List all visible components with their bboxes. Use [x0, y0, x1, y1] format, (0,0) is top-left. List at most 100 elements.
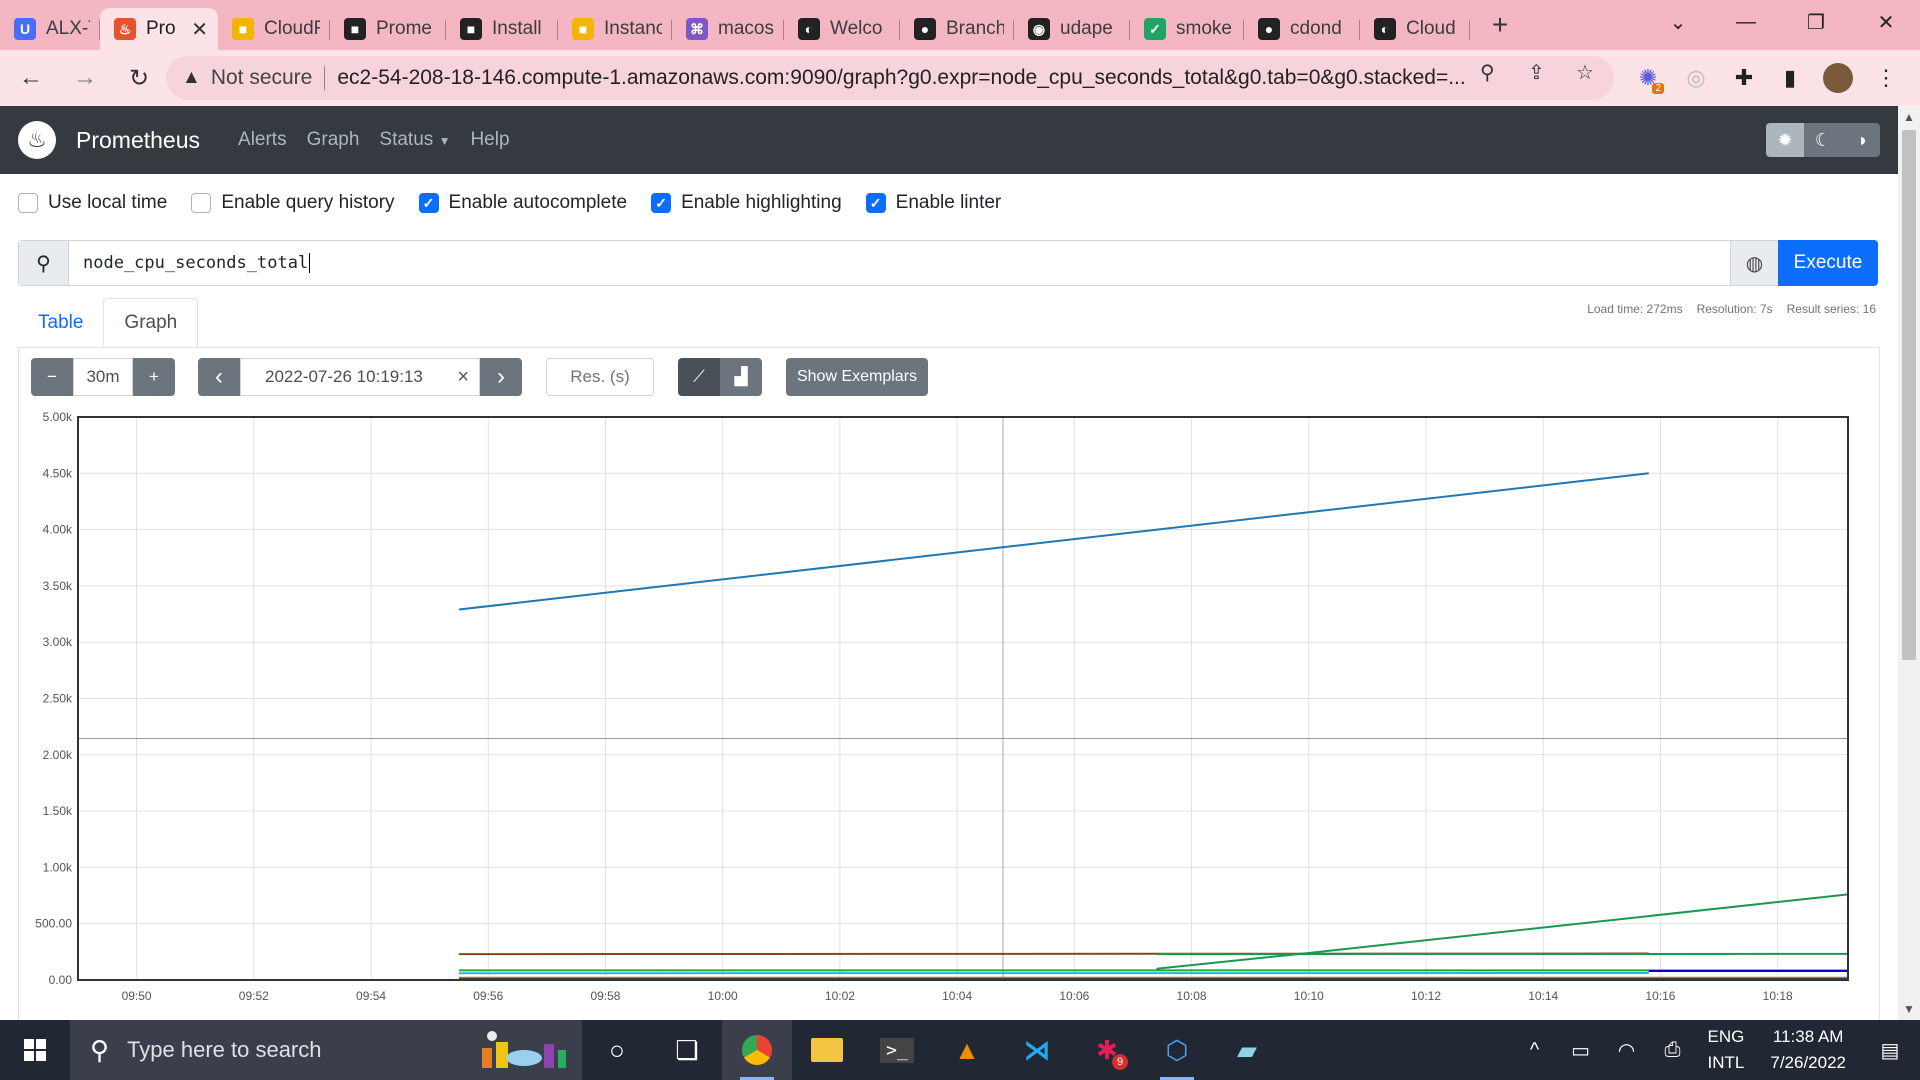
wifi-icon[interactable]: ◠ — [1617, 1039, 1636, 1062]
cortana-icon[interactable]: ○ — [609, 1034, 625, 1065]
app-icon[interactable]: ⬡ — [1142, 1020, 1212, 1080]
browser-tab[interactable]: ■ CloudF — [218, 8, 330, 50]
browser-tab[interactable]: ◐ Cloud — [1360, 8, 1470, 50]
device-icon[interactable]: ⎙ — [1664, 1038, 1681, 1061]
browser-tab[interactable]: ◐ Welco — [784, 8, 900, 50]
restore-icon[interactable]: ❐ — [1807, 11, 1825, 34]
scroll-up-icon[interactable]: ▲ — [1903, 110, 1915, 124]
dark-theme-icon[interactable]: ☾ — [1804, 123, 1842, 157]
decrease-range-button[interactable]: − — [31, 358, 73, 396]
browser-tab[interactable]: ● Branch — [900, 8, 1014, 50]
end-time-input[interactable]: 2022-07-26 10:19:13 × — [240, 358, 480, 396]
checkbox-unchecked[interactable] — [191, 193, 212, 213]
extension-icon[interactable]: ✺ 2 — [1628, 60, 1668, 96]
extensions-puzzle-icon[interactable]: ✚ — [1734, 65, 1754, 90]
security-label[interactable]: Not secure — [210, 66, 313, 89]
new-tab-button[interactable]: + — [1491, 9, 1509, 40]
metrics-explorer-icon[interactable]: ◍ — [1730, 241, 1778, 285]
light-theme-icon[interactable]: ✹ — [1766, 123, 1804, 157]
line-chart-icon[interactable]: ⟋ — [678, 358, 720, 396]
tab-table[interactable]: Table — [38, 312, 84, 333]
chrome-icon[interactable] — [722, 1020, 792, 1080]
profile-avatar[interactable] — [1818, 60, 1858, 96]
browser-tab[interactable]: ⌘ macos — [672, 8, 784, 50]
taskbar-search[interactable]: ⚲ Type here to search — [70, 1020, 582, 1080]
prometheus-icon: ♨ — [114, 18, 136, 40]
option-4[interactable]: ✓ Enable linter — [865, 192, 1001, 214]
checkbox-unchecked[interactable] — [18, 193, 38, 213]
option-1[interactable]: Enable query history — [191, 192, 395, 214]
scrollbar-thumb[interactable] — [1902, 130, 1916, 660]
url-text[interactable]: ec2-54-208-18-146.compute-1.amazonaws.co… — [337, 66, 1466, 89]
increase-range-button[interactable]: + — [133, 358, 175, 396]
execute-button[interactable]: Execute — [1778, 240, 1878, 286]
range-input[interactable]: 30m — [73, 358, 133, 396]
nav-help[interactable]: Help — [470, 129, 510, 150]
tab-search-icon[interactable]: ⌄ — [1669, 11, 1687, 34]
extension-2-icon[interactable]: ◎ — [1686, 65, 1706, 90]
option-3[interactable]: ✓ Enable highlighting — [651, 192, 842, 214]
warning-icon[interactable]: ▲ — [182, 67, 201, 88]
prometheus-logo-icon[interactable]: ♨ — [18, 121, 56, 159]
browser-theme-icon[interactable]: ◑ — [1842, 123, 1880, 157]
close-window-icon[interactable]: ✕ — [1877, 11, 1895, 34]
notifications-icon[interactable]: ▤ — [1880, 1039, 1900, 1062]
vscode-icon[interactable]: ⋊ — [1024, 1034, 1050, 1065]
nav-graph[interactable]: Graph — [306, 129, 360, 150]
scroll-down-icon[interactable]: ▼ — [1903, 1002, 1915, 1016]
reload-icon[interactable]: ↻ — [128, 64, 150, 92]
task-view-icon[interactable]: ❏ — [675, 1034, 699, 1065]
show-exemplars-button[interactable]: Show Exemplars — [786, 358, 928, 396]
forward-icon[interactable]: → — [73, 64, 97, 91]
option-2[interactable]: ✓ Enable autocomplete — [418, 192, 627, 214]
minimize-icon[interactable]: — — [1736, 10, 1756, 33]
extension-badge: 2 — [1652, 83, 1664, 94]
checkbox-checked[interactable]: ✓ — [651, 193, 672, 213]
file-explorer-icon[interactable] — [792, 1020, 862, 1080]
x-tick-label: 10:02 — [825, 989, 855, 1003]
battery-icon[interactable]: ▭ — [1571, 1039, 1590, 1062]
browser-tab[interactable]: ◉ udape — [1014, 8, 1130, 50]
result-tabs: Table Graph — [18, 298, 199, 348]
option-0[interactable]: Use local time — [18, 192, 167, 214]
show-hidden-icons-icon[interactable]: ^ — [1529, 1038, 1540, 1061]
vlc-icon[interactable]: ▲ — [954, 1034, 980, 1065]
nav-alerts[interactable]: Alerts — [238, 129, 287, 150]
checkbox-checked[interactable]: ✓ — [865, 193, 886, 213]
terminal-icon[interactable]: >_ — [862, 1020, 932, 1080]
clock[interactable]: 11:38 AM 7/26/2022 — [1770, 1024, 1846, 1076]
start-button[interactable] — [0, 1020, 70, 1080]
zoom-icon[interactable]: ⚲ — [1480, 62, 1495, 84]
menu-kebab-icon[interactable]: ⋮ — [1875, 65, 1897, 90]
graph-chart[interactable]: 0.00 500.00 1.00k 1.50k 2.00k 2.50k 3.00k 3.50k… — [18, 405, 1880, 1015]
clear-time-icon[interactable]: × — [457, 365, 469, 388]
side-panel-icon[interactable]: ▮ — [1783, 65, 1797, 90]
tab-graph[interactable]: Graph — [103, 298, 199, 348]
browser-tab[interactable]: ■ Install — [446, 8, 558, 50]
browser-tab[interactable]: ■ Prome — [330, 8, 446, 50]
stacked-chart-icon[interactable]: ▟ — [720, 358, 762, 396]
back-icon[interactable]: ← — [19, 64, 43, 91]
checkbox-checked[interactable]: ✓ — [418, 193, 439, 213]
expression-input[interactable]: node_cpu_seconds_total — [69, 241, 1730, 285]
browser-tab[interactable]: ✓ smoke — [1130, 8, 1244, 50]
address-bar[interactable]: ▲ Not secure ec2-54-208-18-146.compute-1… — [166, 56, 1614, 100]
page-scrollbar[interactable]: ▲ ▼ — [1898, 106, 1920, 1020]
next-time-button[interactable]: › — [480, 358, 522, 396]
prev-time-button[interactable]: ‹ — [198, 358, 240, 396]
browser-tab[interactable]: ■ Instanc — [558, 8, 672, 50]
brand-link[interactable]: Prometheus — [76, 126, 201, 153]
language-indicator[interactable]: ENG INTL — [1708, 1024, 1745, 1076]
x-tick-label: 09:52 — [239, 989, 269, 1003]
browser-tab[interactable]: ● cdond — [1244, 8, 1360, 50]
notepad-icon[interactable]: ▰ — [1237, 1034, 1257, 1065]
bookmark-star-icon[interactable]: ☆ — [1576, 62, 1594, 84]
resolution-input[interactable]: Res. (s) — [546, 358, 654, 396]
browser-tab[interactable]: U ALX-T — [0, 8, 100, 50]
option-label: Enable query history — [221, 192, 395, 213]
nav-status[interactable]: Status ▼ — [379, 129, 450, 151]
close-tab-icon[interactable]: ✕ — [191, 18, 208, 41]
slack-icon[interactable]: ✱ 9 — [1072, 1020, 1142, 1080]
browser-tab[interactable]: ♨ Pro ✕ — [100, 8, 218, 50]
share-icon[interactable]: ⇪ — [1528, 62, 1545, 84]
